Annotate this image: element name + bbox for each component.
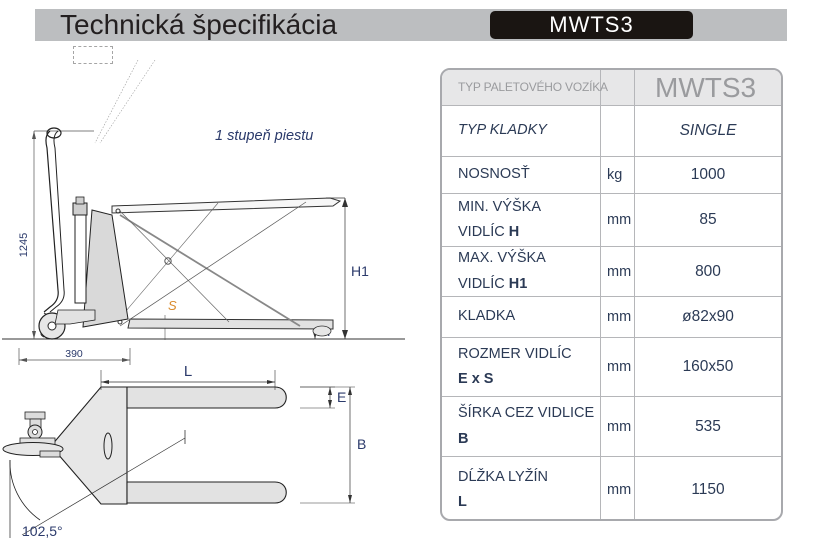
svg-text:E: E [337, 389, 346, 405]
svg-text:L: L [184, 363, 192, 380]
svg-text:B: B [357, 436, 366, 452]
svg-text:1245: 1245 [18, 233, 30, 257]
svg-text:S: S [168, 298, 177, 313]
svg-text:102,5°: 102,5° [22, 523, 63, 539]
svg-text:H1: H1 [351, 263, 369, 279]
svg-text:1 stupeň piestu: 1 stupeň piestu [215, 128, 313, 144]
